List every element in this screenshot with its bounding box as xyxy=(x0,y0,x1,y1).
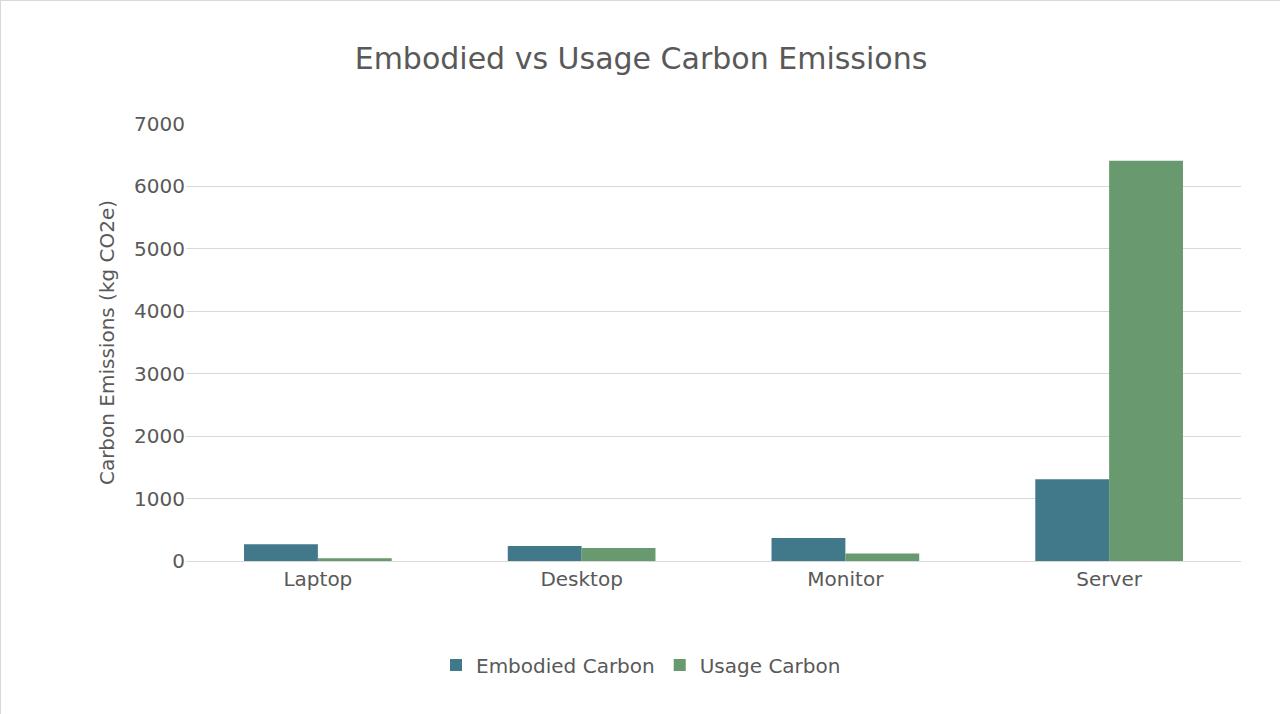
svg-text:3000: 3000 xyxy=(134,362,185,386)
svg-text:0: 0 xyxy=(172,549,185,573)
svg-text:Desktop: Desktop xyxy=(540,567,622,591)
svg-text:2000: 2000 xyxy=(134,424,185,448)
svg-text:Embodied vs Usage Carbon Emiss: Embodied vs Usage Carbon Emissions xyxy=(355,41,928,76)
svg-text:1000: 1000 xyxy=(134,487,185,511)
svg-text:Embodied Carbon: Embodied Carbon xyxy=(476,654,655,678)
svg-text:Usage Carbon: Usage Carbon xyxy=(700,654,841,678)
svg-text:Monitor: Monitor xyxy=(807,567,884,591)
svg-text:Laptop: Laptop xyxy=(283,567,352,591)
svg-text:5000: 5000 xyxy=(134,237,185,261)
svg-text:Server: Server xyxy=(1076,567,1142,591)
svg-text:4000: 4000 xyxy=(134,299,185,323)
svg-text:6000: 6000 xyxy=(134,174,185,198)
svg-text:7000: 7000 xyxy=(134,112,185,136)
svg-text:Carbon Emissions (kg CO2e): Carbon Emissions (kg CO2e) xyxy=(95,200,119,485)
